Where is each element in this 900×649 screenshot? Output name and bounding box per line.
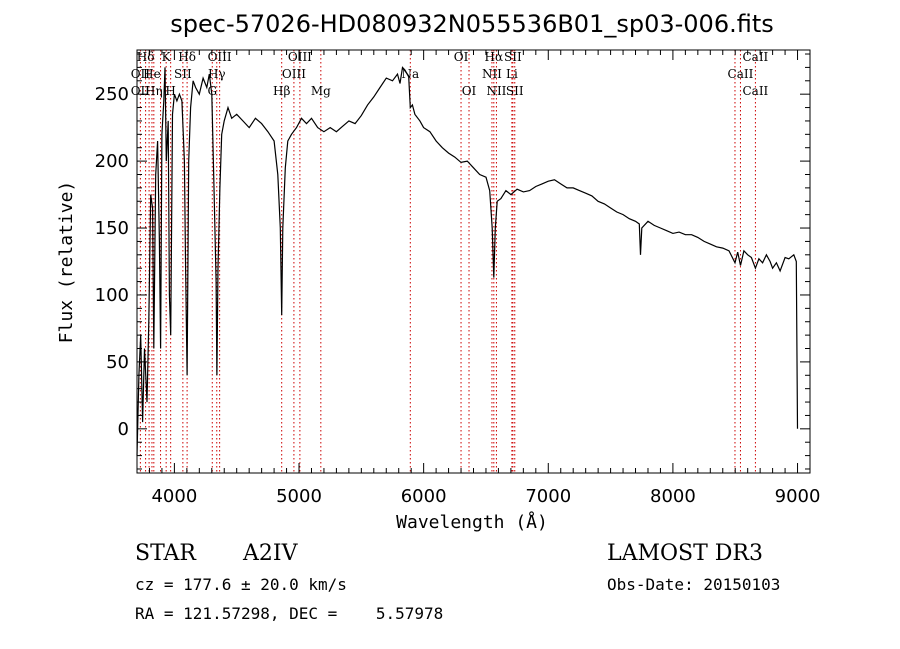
x-tick-label: 5000 [276,486,322,507]
line-label: SII [506,84,524,98]
object-class: STAR [135,541,197,566]
y-tick-label: 50 [106,352,129,373]
line-label: Hβ [273,84,290,98]
y-tick-label: 200 [95,151,129,172]
y-axis-ticks: 0 50 100 150 200 250 [95,53,810,470]
line-label: OI [454,50,469,64]
spectrum-line [136,66,799,456]
y-axis-label: Flux (relative) [56,181,77,344]
line-label: Mg [311,84,331,98]
chart-title: spec-57026-HD080932N055536B01_sp03-006.f… [170,10,774,38]
x-tick-label: 7000 [525,486,571,507]
x-tick-label: 6000 [401,486,447,507]
line-label: NII [482,67,502,81]
radec-text: RA = 121.57298, DEC = 5.57978 [135,604,443,623]
line-label: H [165,84,175,98]
y-tick-label: 150 [95,218,129,239]
y-tick-label: 100 [95,285,129,306]
line-label: OII [131,67,151,81]
redshift-text: cz = 177.6 ± 20.0 km/s [135,575,347,594]
object-subclass: A2IV [242,541,299,566]
x-tick-label: 9000 [775,486,821,507]
line-label: CaII [742,84,768,98]
survey-name: LAMOST DR3 [607,541,763,566]
obs-date-text: Obs-Date: 20150103 [607,575,780,594]
line-label: Hδ [178,50,196,64]
y-tick-label: 0 [118,419,129,440]
line-label: He [143,67,161,81]
line-label: SII [174,67,192,81]
line-label: K [162,50,172,64]
line-label: Hα [485,50,504,64]
line-label: G [207,84,217,98]
line-label: NII [486,84,506,98]
line-label: OI [462,84,477,98]
x-axis-ticks: 4000 5000 6000 7000 8000 9000 [148,50,821,507]
line-label: CaII [742,50,768,64]
x-axis-label: Wavelength (Å) [396,511,548,533]
line-label: OIII [208,50,232,64]
line-label: Li [506,67,518,81]
line-label: Hη [145,84,163,98]
line-label: SII [504,50,522,64]
line-label: OIII [282,67,306,81]
y-tick-label: 250 [95,84,129,105]
line-label: Hδ [137,50,155,64]
x-tick-label: 4000 [151,486,197,507]
line-label: Hγ [208,67,226,81]
plot-frame [136,49,811,474]
line-markers [139,50,756,473]
line-label: OIII [288,50,312,64]
line-label: CaII [728,67,754,81]
x-tick-label: 8000 [650,486,696,507]
